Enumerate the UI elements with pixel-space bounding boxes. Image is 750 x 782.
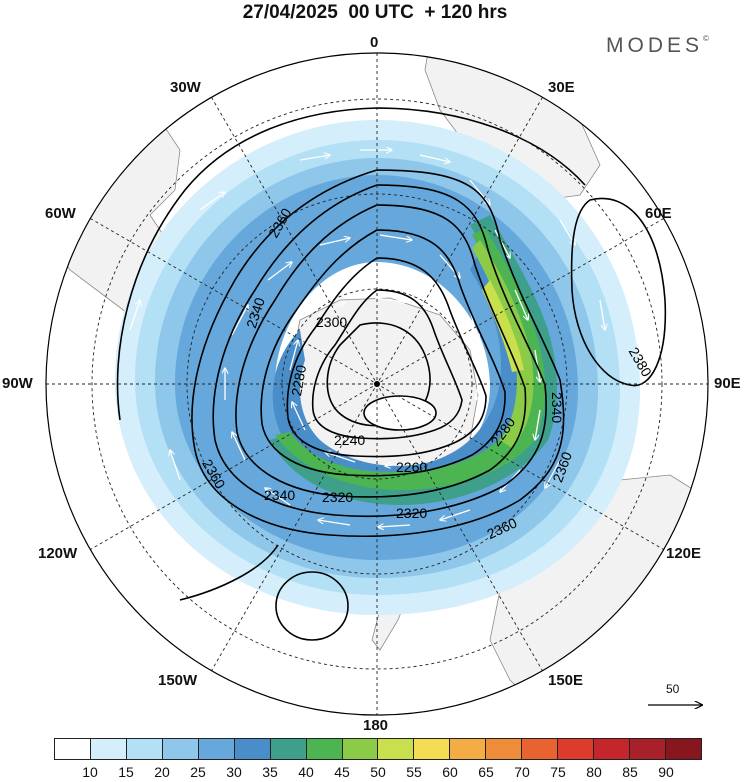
colorbar-tick-label: 20 (154, 764, 170, 780)
colorbar-swatch (450, 739, 487, 759)
colorbar-swatch (90, 739, 127, 759)
colorbar-swatch (126, 739, 163, 759)
polar-map: 2360 2340 2300 2280 2240 2260 2320 2320 … (45, 52, 709, 716)
colorbar-tick-label: 90 (658, 764, 674, 780)
lon-label-150w: 150W (158, 672, 198, 689)
colorbar-tick-label: 15 (118, 764, 134, 780)
lon-label-180: 180 (363, 717, 389, 734)
colorbar-tick-label: 70 (514, 764, 530, 780)
colorbar-tick-label: 80 (586, 764, 602, 780)
colorbar-swatch (486, 739, 523, 759)
colorbar-swatch (378, 739, 415, 759)
colorbar-tick-label: 35 (262, 764, 278, 780)
colorbar-swatch (558, 739, 595, 759)
colorbar-tick-label: 45 (334, 764, 350, 780)
lon-label-120w: 120W (38, 545, 78, 562)
colorbar-tick-label: 30 (226, 764, 242, 780)
lon-label-150e: 150E (548, 672, 584, 689)
reference-vector-label: 50 (666, 682, 680, 696)
colorbar-swatch (234, 739, 271, 759)
colorbar-tick-label: 25 (190, 764, 206, 780)
colorbar-swatch (198, 739, 235, 759)
lon-label-120e: 120E (666, 545, 702, 562)
colorbar-swatch (162, 739, 199, 759)
lon-label-60w: 60W (45, 205, 76, 222)
colorbar-tick-label: 55 (406, 764, 422, 780)
colorbar-swatch (414, 739, 451, 759)
colorbar-swatch (55, 739, 91, 759)
contour-label: 2320 (396, 505, 427, 521)
lon-label-90w: 90W (2, 375, 33, 392)
colorbar-swatch (630, 739, 666, 759)
contour-label: 2320 (322, 489, 353, 505)
contour-label: 2240 (334, 432, 365, 448)
lon-label-30e: 30E (548, 79, 575, 96)
lon-label-0: 0 (370, 34, 379, 51)
colorbar (54, 738, 702, 760)
colorbar-swatch (306, 739, 343, 759)
map-title: 27/04/2025 00 UTC + 120 hrs (242, 2, 508, 23)
colorbar-swatch (665, 739, 701, 759)
contour-label: 2340 (264, 487, 295, 503)
colorbar-swatch (270, 739, 307, 759)
colorbar-tick-label: 65 (478, 764, 494, 780)
colorbar-tick-label: 40 (298, 764, 314, 780)
lon-label-30w: 30W (170, 79, 201, 96)
colorbar-tick-label: 85 (622, 764, 638, 780)
colorbar-swatch (594, 739, 630, 759)
brand-logo: MODES© (606, 34, 709, 57)
map-boundary (45, 52, 709, 716)
colorbar-swatch (522, 739, 559, 759)
colorbar-tick-label: 10 (82, 764, 98, 780)
colorbar-labels: 10 15 20 25 30 35 40 45 50 55 60 65 70 75 80 85 90 (0, 764, 750, 782)
colorbar-tick-label: 60 (442, 764, 458, 780)
lon-label-60e: 60E (645, 205, 672, 222)
height-contours (116, 107, 667, 641)
contour-label: 2340 (549, 392, 565, 423)
contour-label: 2280 (288, 364, 309, 398)
wind-vectors (129, 150, 605, 527)
colorbar-tick-label: 75 (550, 764, 566, 780)
colorbar-tick-label: 50 (370, 764, 386, 780)
contour-label: 2260 (396, 459, 427, 475)
colorbar-swatch (342, 739, 379, 759)
contour-label: 2300 (316, 314, 347, 330)
lon-label-90e: 90E (714, 375, 741, 392)
